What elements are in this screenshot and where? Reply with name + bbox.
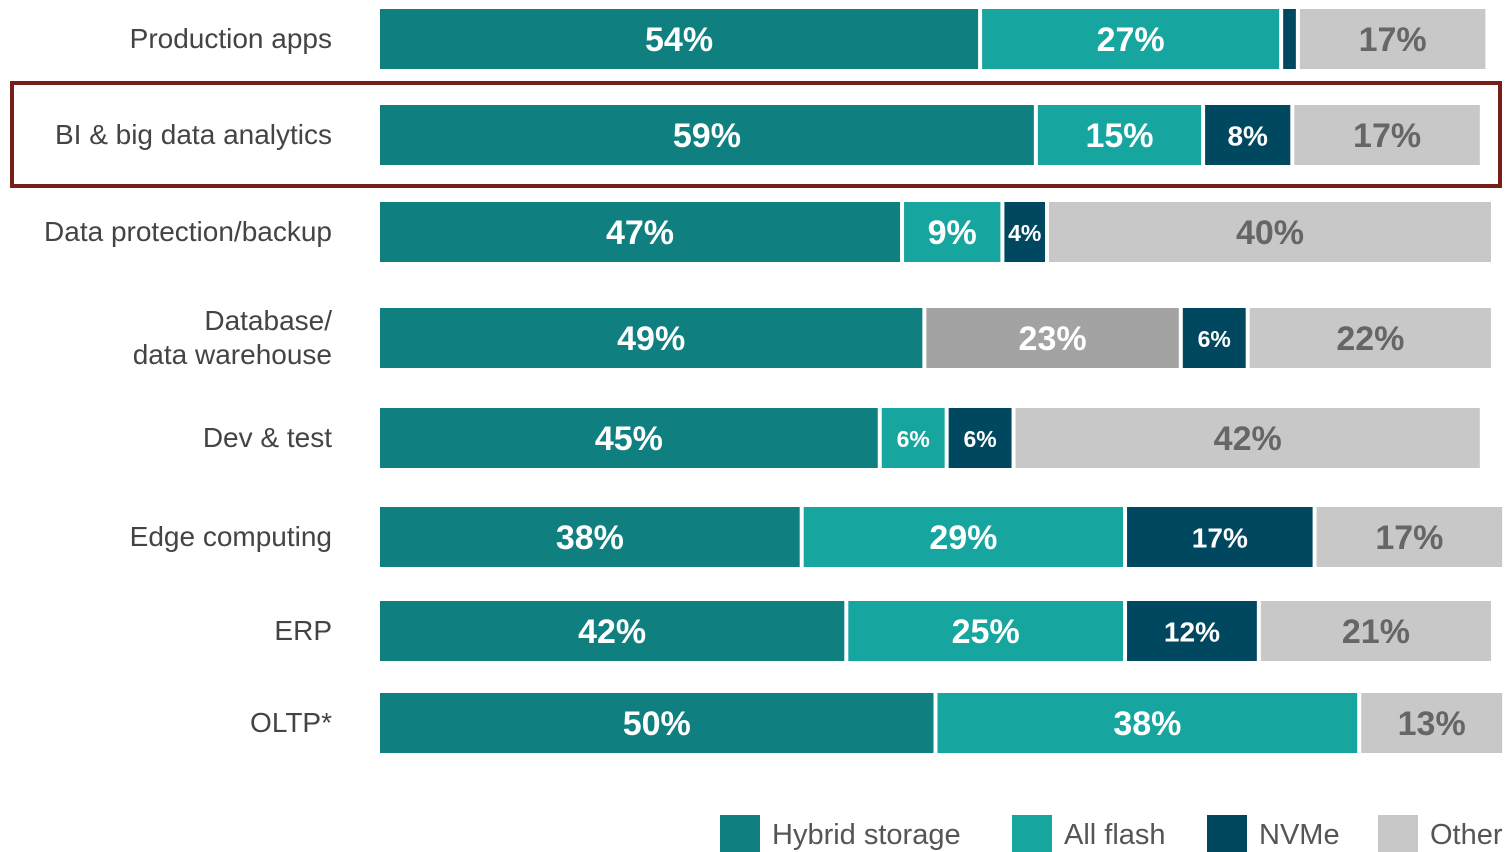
value-label: 8% <box>1227 121 1268 152</box>
bar-segment <box>948 408 1012 468</box>
value-label: 42% <box>578 613 646 651</box>
value-label: 6% <box>963 426 996 452</box>
value-label: 42% <box>1214 420 1282 458</box>
bar-segment <box>1294 105 1480 165</box>
category-label: Dev & test <box>202 422 332 453</box>
bar-segment <box>1299 9 1486 69</box>
value-label: 40% <box>1236 214 1304 252</box>
bar-segment <box>982 9 1280 69</box>
value-label: 25% <box>952 613 1020 651</box>
bar-segment <box>848 601 1124 661</box>
category-label: ERP <box>274 615 332 646</box>
bar-segment <box>1182 308 1246 368</box>
bar-segment <box>1127 601 1257 661</box>
value-label: 50% <box>623 705 691 743</box>
value-label: 54% <box>645 21 713 59</box>
bar-segment <box>380 507 800 567</box>
value-label: 4% <box>1008 220 1041 246</box>
value-label: 59% <box>673 117 741 155</box>
bar-segment <box>380 105 1034 165</box>
category-label: BI & big data analytics <box>54 119 332 150</box>
value-label: 13% <box>1398 705 1466 743</box>
legend-swatch <box>1012 815 1052 852</box>
bar-segment <box>926 308 1179 368</box>
bar-segment <box>1015 408 1480 468</box>
bar-segment <box>380 202 901 262</box>
bar-segment <box>1205 105 1291 165</box>
category-label: Edge computing <box>129 521 332 552</box>
bar-segment <box>937 693 1358 753</box>
value-label: 27% <box>1097 21 1165 59</box>
bar-segment <box>1283 9 1296 69</box>
value-label: 45% <box>595 420 663 458</box>
value-label: 15% <box>1085 117 1153 155</box>
value-label: 22% <box>1336 320 1404 358</box>
category-label: OLTP* <box>250 707 332 738</box>
value-label: 17% <box>1375 519 1443 557</box>
bar-segment <box>1127 507 1313 567</box>
bar-segment <box>380 9 979 69</box>
value-label: 6% <box>1198 326 1231 352</box>
value-label: 38% <box>556 519 624 557</box>
category-label: Database/ data warehouse <box>132 305 332 370</box>
bar-segment <box>380 601 845 661</box>
bar-segment <box>1004 202 1045 262</box>
category-label: Production apps <box>129 23 332 54</box>
legend-swatch <box>1378 815 1418 852</box>
bar-segment <box>1037 105 1202 165</box>
legend-label: All flash <box>1064 819 1166 851</box>
bar-segment <box>881 408 945 468</box>
legend-label: Hybrid storage <box>772 819 961 851</box>
value-label: 23% <box>1019 320 1087 358</box>
value-label: 38% <box>1113 705 1181 743</box>
bar-segment <box>803 507 1124 567</box>
bar-segment <box>380 693 934 753</box>
value-label: 17% <box>1192 523 1248 554</box>
value-label: 29% <box>929 519 997 557</box>
bar-segment <box>1316 507 1503 567</box>
category-label: Data protection/backup <box>44 216 332 247</box>
value-label: 9% <box>928 214 977 252</box>
legend-swatch <box>1207 815 1247 852</box>
value-label: 49% <box>617 320 685 358</box>
legend-label: Other <box>1430 819 1503 851</box>
value-label: 17% <box>1359 21 1427 59</box>
highlight-box <box>10 81 1502 188</box>
bar-segment <box>1249 308 1491 368</box>
bar-segment <box>1361 693 1503 753</box>
value-label: 21% <box>1342 613 1410 651</box>
legend-label: NVMe <box>1259 819 1340 851</box>
bar-segment <box>1260 601 1491 661</box>
bar-segment <box>380 408 878 468</box>
value-label: 47% <box>606 214 674 252</box>
legend-swatch <box>720 815 760 852</box>
value-label: 12% <box>1164 617 1220 648</box>
bar-segment <box>904 202 1001 262</box>
bar-segment <box>380 308 923 368</box>
value-label: 6% <box>897 426 930 452</box>
value-label: 17% <box>1353 117 1421 155</box>
bar-segment <box>1049 202 1491 262</box>
